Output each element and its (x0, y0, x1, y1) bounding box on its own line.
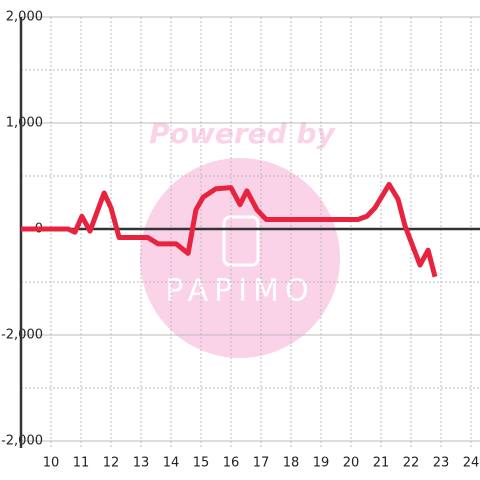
watermark-text: Powered by (149, 117, 336, 150)
line (21, 181, 438, 278)
x-tick-label: 16 (223, 456, 240, 471)
x-tick-label: 10 (43, 456, 60, 471)
watermark-icon (222, 215, 260, 267)
x-tick-label: 23 (433, 456, 450, 471)
x-tick-label: 19 (313, 456, 330, 471)
y-tick-label: 1,000 (6, 116, 43, 131)
x-tick-label: 22 (403, 456, 420, 471)
x-tick-label: 21 (373, 456, 390, 471)
x-tick-label: 24 (463, 456, 480, 471)
x-tick-label: 11 (73, 456, 90, 471)
x-tick-label: 12 (103, 456, 120, 471)
watermark-circle (140, 158, 340, 358)
x-tick-label: 13 (133, 456, 150, 471)
x-tick-label: 20 (343, 456, 360, 471)
x-tick-label: 18 (283, 456, 300, 471)
y-tick-label: 2,000 (6, 10, 43, 25)
watermark-logo: PAPIMO (165, 274, 314, 309)
x-tick-label: 14 (163, 456, 180, 471)
x-tick-label: 17 (253, 456, 270, 471)
x-tick-label: 15 (193, 456, 210, 471)
